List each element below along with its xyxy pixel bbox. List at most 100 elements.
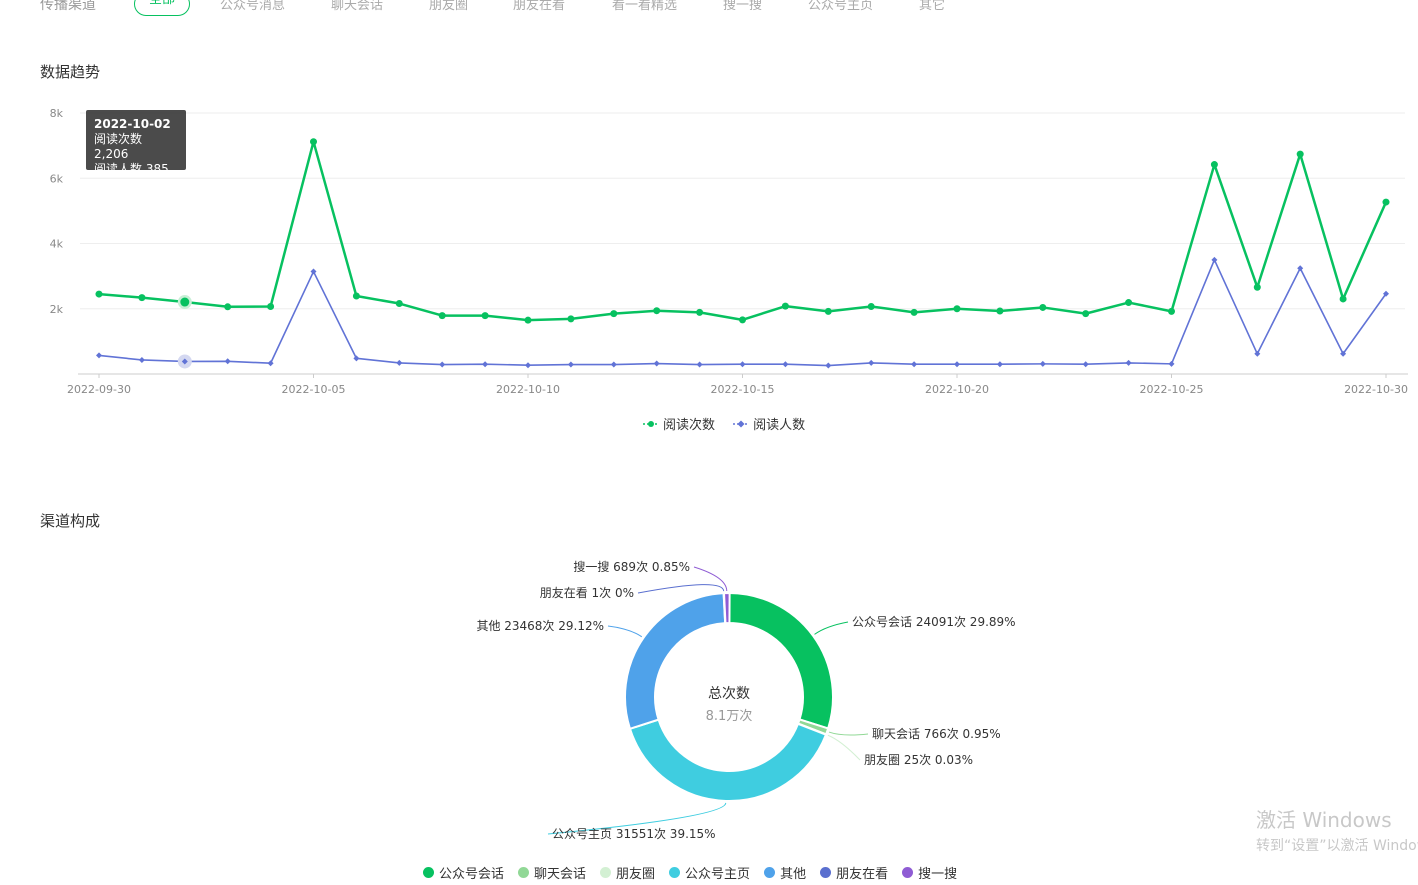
data-point[interactable] bbox=[996, 307, 1004, 315]
data-point[interactable] bbox=[224, 303, 232, 311]
legend-reads[interactable]: 阅读次数 bbox=[643, 414, 715, 433]
leader-line bbox=[607, 625, 643, 638]
data-point[interactable] bbox=[1039, 303, 1047, 311]
data-point[interactable] bbox=[739, 316, 746, 324]
data-point[interactable] bbox=[653, 360, 660, 367]
data-point[interactable] bbox=[1082, 310, 1090, 318]
data-point[interactable] bbox=[524, 316, 532, 324]
data-point[interactable] bbox=[868, 359, 875, 366]
tab-official-homepage[interactable]: 公众号主页 bbox=[808, 0, 874, 13]
data-point[interactable] bbox=[525, 362, 531, 369]
data-point[interactable] bbox=[138, 294, 146, 302]
data-point[interactable] bbox=[1211, 256, 1218, 263]
data-point[interactable] bbox=[395, 300, 403, 308]
legend-readers[interactable]: 阅读人数 bbox=[733, 414, 805, 433]
data-point[interactable] bbox=[439, 361, 446, 368]
data-point[interactable] bbox=[481, 312, 489, 320]
data-point[interactable] bbox=[1210, 161, 1218, 169]
data-point[interactable] bbox=[567, 315, 575, 323]
data-point[interactable] bbox=[610, 310, 618, 318]
watermark-title: 激活 Windows bbox=[1256, 808, 1392, 832]
legend-item[interactable]: 公众号会话 bbox=[423, 863, 504, 882]
leader-line bbox=[693, 566, 728, 592]
donut-center-value: 8.1万次 bbox=[706, 708, 753, 724]
composition-title: 渠道构成 bbox=[40, 512, 101, 530]
data-point[interactable] bbox=[181, 358, 188, 365]
legend-item[interactable]: 搜一搜 bbox=[902, 863, 957, 882]
data-point[interactable] bbox=[1039, 360, 1046, 367]
data-point[interactable] bbox=[1254, 350, 1261, 357]
tab-friends-watching[interactable]: 朋友在看 bbox=[513, 0, 566, 13]
legend-item[interactable]: 朋友在看 bbox=[820, 863, 888, 882]
slice-label: 公众号会话 24091次 29.89% bbox=[852, 615, 1016, 629]
data-point[interactable] bbox=[1382, 198, 1390, 206]
data-point[interactable] bbox=[224, 358, 231, 365]
data-point[interactable] bbox=[825, 362, 832, 369]
data-point[interactable] bbox=[610, 361, 617, 368]
pie-slice[interactable] bbox=[722, 592, 731, 625]
tab-all[interactable]: 全部 bbox=[134, 0, 191, 16]
legend-readers-label: 阅读人数 bbox=[753, 418, 806, 433]
data-point[interactable] bbox=[1168, 307, 1175, 315]
data-point[interactable] bbox=[310, 138, 317, 146]
legend-item[interactable]: 聊天会话 bbox=[518, 863, 586, 882]
legend-item[interactable]: 公众号主页 bbox=[669, 863, 750, 882]
data-point[interactable] bbox=[1297, 265, 1304, 272]
data-point[interactable] bbox=[1125, 359, 1132, 366]
legend-reads-marker-icon bbox=[643, 420, 659, 427]
data-point[interactable] bbox=[653, 307, 661, 315]
data-point[interactable] bbox=[867, 302, 875, 310]
tab-other[interactable]: 其它 bbox=[919, 0, 946, 13]
pie-slice[interactable] bbox=[628, 718, 828, 802]
data-point[interactable] bbox=[824, 307, 832, 315]
tab-search[interactable]: 搜一搜 bbox=[723, 0, 763, 13]
data-point[interactable] bbox=[782, 361, 789, 368]
data-point[interactable] bbox=[696, 308, 704, 316]
tab-chat[interactable]: 聊天会话 bbox=[331, 0, 384, 13]
data-point[interactable] bbox=[1296, 150, 1304, 158]
channel-donut-chart[interactable]: 公众号会话 24091次 29.89% 聊天会话 766次 0.95% 朋友圈 25… bbox=[400, 550, 1060, 850]
data-point[interactable] bbox=[267, 302, 275, 310]
data-point[interactable] bbox=[352, 292, 360, 300]
x-tick-label: 2022-10-15 bbox=[711, 383, 775, 396]
leader-line bbox=[547, 802, 727, 835]
data-point[interactable] bbox=[138, 356, 145, 363]
data-point[interactable] bbox=[1125, 299, 1133, 307]
tab-top-stories[interactable]: 看一看精选 bbox=[612, 0, 678, 13]
data-point[interactable] bbox=[739, 361, 746, 368]
data-point[interactable] bbox=[567, 361, 574, 368]
data-point[interactable] bbox=[954, 361, 960, 368]
data-point[interactable] bbox=[180, 297, 190, 307]
legend-item[interactable]: 其他 bbox=[764, 863, 806, 882]
legend-dot-icon bbox=[764, 867, 776, 878]
legend-label: 搜一搜 bbox=[918, 867, 958, 882]
legend-label: 朋友圈 bbox=[616, 867, 656, 882]
data-point[interactable] bbox=[1383, 290, 1389, 297]
data-point[interactable] bbox=[396, 359, 403, 366]
data-point[interactable] bbox=[353, 355, 360, 362]
legend-item[interactable]: 朋友圈 bbox=[600, 863, 655, 882]
data-point[interactable] bbox=[1339, 295, 1347, 303]
data-point[interactable] bbox=[911, 361, 918, 368]
data-point[interactable] bbox=[95, 290, 103, 298]
data-point[interactable] bbox=[267, 360, 274, 367]
data-point[interactable] bbox=[482, 361, 489, 368]
data-point[interactable] bbox=[96, 352, 102, 359]
data-point[interactable] bbox=[1168, 360, 1175, 367]
data-point[interactable] bbox=[696, 361, 703, 368]
data-point[interactable] bbox=[1340, 350, 1347, 357]
tab-moments[interactable]: 朋友圈 bbox=[429, 0, 469, 13]
data-point[interactable] bbox=[910, 308, 918, 316]
data-point[interactable] bbox=[996, 361, 1003, 368]
data-point[interactable] bbox=[310, 268, 317, 275]
data-point[interactable] bbox=[1253, 283, 1261, 291]
slice-label: 朋友在看 1次 0% bbox=[540, 586, 634, 600]
trend-line-chart[interactable]: 8k 6k 4k 2k 2022-09-30 2022-10-05 2022-10-10 20… bbox=[0, 95, 1418, 405]
data-point[interactable] bbox=[781, 302, 789, 310]
data-point[interactable] bbox=[953, 305, 961, 313]
tab-official-messages[interactable]: 公众号消息 bbox=[220, 0, 286, 13]
data-point[interactable] bbox=[1082, 361, 1089, 368]
data-point[interactable] bbox=[438, 312, 446, 320]
legend-label: 其他 bbox=[780, 867, 807, 882]
legend-label: 聊天会话 bbox=[534, 867, 587, 882]
